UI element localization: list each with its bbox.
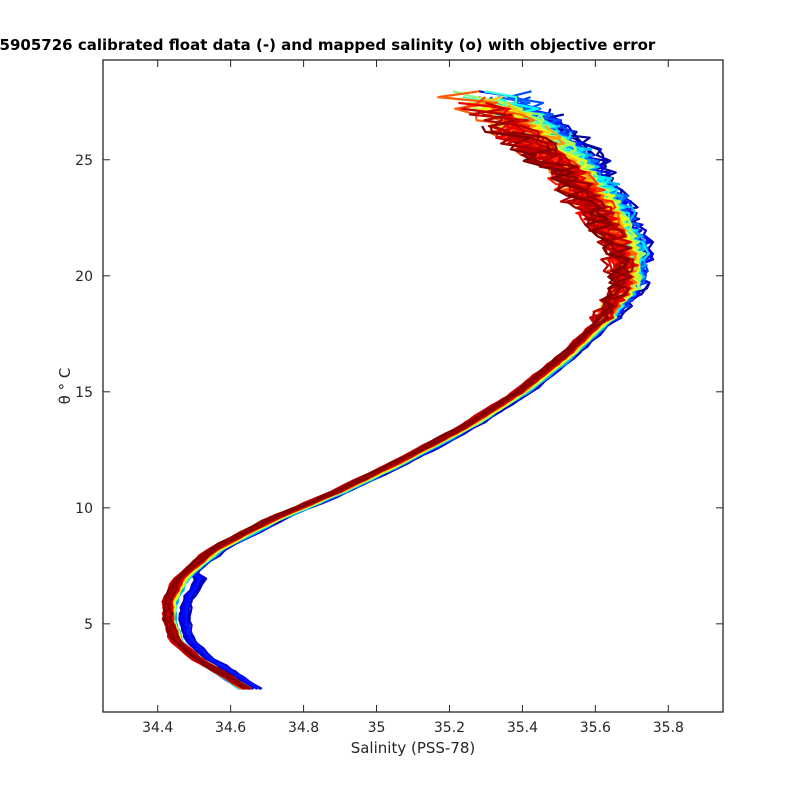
- chart-title: R5905726 calibrated float data (-) and m…: [0, 36, 800, 58]
- profile-line: [166, 119, 637, 690]
- profile-line: [164, 119, 630, 690]
- profile-line: [172, 119, 649, 690]
- x-axis: 34.4 34.6 34.8 35 35.2 35.4 35.6 35.8: [142, 60, 684, 736]
- y-tick-label: 5: [84, 617, 93, 633]
- profile-line: [168, 136, 639, 690]
- y-tick-label: 10: [75, 501, 93, 517]
- x-tick-label: 34.6: [215, 720, 246, 736]
- profile-line: [168, 119, 627, 690]
- profile-line: [168, 125, 637, 690]
- profile-line: [180, 136, 643, 690]
- profile-line: [163, 131, 629, 690]
- profile-line: [165, 125, 632, 690]
- profile-line: [183, 130, 650, 690]
- profile-line: [170, 125, 635, 690]
- profile-line: [166, 125, 641, 690]
- profile-line: [184, 130, 648, 690]
- profile-line: [163, 125, 629, 690]
- profile-line: [166, 119, 640, 690]
- x-tick-label: 35.8: [653, 720, 684, 736]
- profile-line: [169, 137, 636, 690]
- chart-title-text: R5905726 calibrated float data (-) and m…: [0, 36, 656, 54]
- profile-line: [181, 130, 639, 690]
- profile-line: [168, 119, 642, 690]
- profile-line: [187, 125, 651, 690]
- x-tick-label: 35.2: [434, 720, 465, 736]
- profile-line: [166, 125, 633, 690]
- profile-line: [169, 136, 643, 690]
- profile-lines: [161, 90, 655, 690]
- y-tick-label: 15: [75, 385, 93, 401]
- profile-line: [161, 130, 625, 690]
- profile-line: [165, 119, 626, 690]
- profile-line: [163, 119, 636, 690]
- y-axis-label: θ ° C: [56, 368, 74, 405]
- profile-line: [171, 137, 641, 690]
- x-tick-label: 34.8: [288, 720, 319, 736]
- y-tick-label: 25: [75, 153, 93, 169]
- profile-line: [173, 142, 648, 690]
- profile-line: [168, 119, 632, 690]
- x-tick-label: 34.4: [142, 720, 173, 736]
- profile-line: [169, 136, 645, 690]
- x-tick-label: 35.6: [580, 720, 611, 736]
- profile-line: [168, 119, 640, 690]
- profile-line: [166, 107, 632, 690]
- profile-line: [168, 125, 647, 690]
- profile-line: [165, 142, 640, 690]
- profile-line: [168, 130, 633, 690]
- profile-line: [169, 125, 640, 690]
- profile-line: [167, 130, 638, 690]
- profile-line: [170, 125, 640, 690]
- profile-line: [183, 142, 654, 690]
- profile-line: [166, 136, 634, 690]
- profile-line: [184, 142, 648, 690]
- x-tick-label: 35.4: [507, 720, 538, 736]
- profile-line: [170, 131, 651, 690]
- plot-frame: [102, 59, 724, 713]
- profile-line: [168, 131, 636, 690]
- x-axis-label: Salinity (PSS-78): [351, 739, 476, 757]
- x-tick-label: 35: [368, 720, 386, 736]
- y-axis: 5 10 15 20 25: [75, 153, 723, 633]
- profile-line: [168, 131, 638, 690]
- y-tick-label: 20: [75, 269, 93, 285]
- profile-line: [161, 107, 627, 690]
